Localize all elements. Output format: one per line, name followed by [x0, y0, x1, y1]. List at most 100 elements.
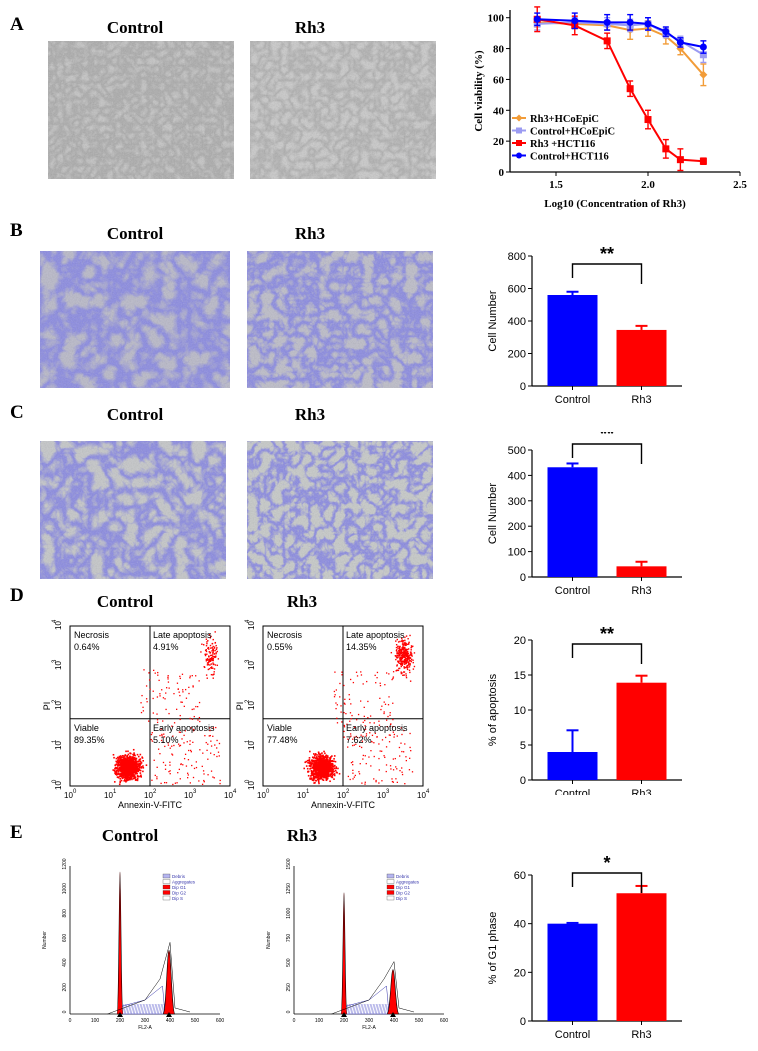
early-apoptosis-label: Early apoptosis — [346, 723, 408, 733]
y-axis-label: Cell Number — [487, 290, 499, 351]
dot — [140, 711, 143, 714]
dot — [129, 778, 131, 781]
transwell-control-c — [40, 441, 226, 579]
dot — [129, 772, 132, 775]
dot — [323, 775, 326, 777]
dot — [402, 663, 404, 665]
y-tick-label: 0 — [62, 1010, 68, 1013]
x-tick-label: 400 — [166, 1018, 175, 1024]
dot — [169, 747, 171, 749]
dot — [210, 770, 213, 772]
dot — [148, 720, 150, 722]
dot — [123, 755, 125, 758]
dot — [411, 771, 414, 773]
dot — [205, 650, 208, 653]
dot — [188, 749, 190, 752]
dot — [404, 646, 406, 649]
dot — [323, 771, 326, 773]
dot — [172, 735, 174, 737]
transwell-rh3-c — [247, 441, 433, 579]
dot — [211, 647, 213, 649]
dot — [376, 736, 378, 738]
dot — [122, 772, 124, 775]
dot — [195, 675, 197, 677]
y-tick-label: 1250 — [286, 883, 292, 894]
dot — [401, 733, 403, 736]
early-apoptosis-value: 7.62% — [346, 735, 372, 745]
dot — [330, 768, 333, 771]
dot — [319, 778, 322, 780]
micrograph-rh3-a — [250, 41, 436, 179]
dot — [331, 763, 333, 766]
legend-label: Aggregates — [172, 880, 196, 885]
legend-label: Aggregates — [396, 880, 420, 885]
dot — [154, 774, 156, 777]
dot — [324, 752, 326, 755]
dot — [409, 671, 411, 674]
dot — [408, 661, 410, 663]
dot — [404, 643, 407, 645]
dot — [312, 767, 314, 770]
dot — [379, 697, 381, 699]
x-tick-exp: 0 — [266, 789, 270, 795]
dot — [115, 772, 117, 774]
dot — [403, 644, 406, 646]
dot — [204, 735, 206, 737]
dot — [321, 759, 324, 762]
micrograph-rh3-a-image — [250, 41, 436, 179]
dot — [208, 727, 211, 729]
dot — [319, 753, 321, 756]
dot — [318, 775, 320, 778]
dot — [348, 694, 350, 696]
dot — [352, 738, 354, 740]
dot — [165, 687, 168, 689]
dot — [409, 732, 411, 735]
dot — [214, 641, 217, 644]
dot — [332, 764, 334, 766]
dot — [390, 768, 392, 770]
dot — [215, 648, 218, 651]
dot — [307, 774, 310, 777]
x-tick-base: 10 — [64, 791, 73, 800]
dot — [126, 755, 129, 758]
dot — [115, 757, 118, 760]
dot — [327, 763, 330, 766]
dot — [330, 770, 332, 772]
dot — [189, 717, 191, 720]
dot — [207, 743, 209, 745]
dot — [202, 752, 204, 754]
dot — [392, 758, 394, 760]
dot — [409, 660, 411, 662]
dot — [313, 764, 315, 766]
dot — [187, 774, 189, 776]
dot — [145, 685, 148, 687]
y-tick-label: 400 — [508, 316, 526, 328]
dot — [173, 693, 175, 695]
dot — [136, 766, 139, 769]
dot — [167, 678, 169, 680]
dot — [128, 776, 131, 779]
dot — [404, 650, 406, 653]
dot — [182, 764, 184, 766]
peak-marker — [341, 1012, 347, 1017]
dot — [126, 765, 128, 768]
dot — [335, 766, 338, 768]
dot — [347, 775, 349, 778]
dot — [378, 720, 380, 722]
dot — [358, 771, 360, 773]
dot — [118, 760, 121, 762]
dot — [214, 656, 216, 659]
dot — [123, 767, 126, 769]
dot — [163, 733, 165, 735]
dot — [199, 749, 201, 751]
x-tick-label: 0 — [293, 1018, 296, 1024]
x-tick-exp: 3 — [193, 789, 197, 795]
dot — [402, 751, 405, 753]
dot — [215, 644, 217, 647]
x-tick-label: 600 — [440, 1018, 449, 1024]
x-tick-label: Rh3 — [631, 585, 651, 597]
dot — [332, 771, 334, 774]
dot — [311, 760, 314, 763]
dot — [134, 771, 137, 774]
dot — [320, 763, 323, 766]
